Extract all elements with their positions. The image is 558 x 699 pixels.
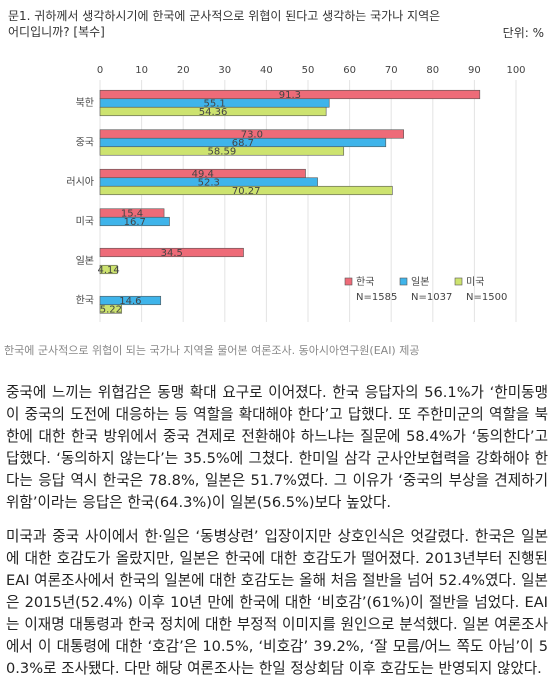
x-tick-label: 10 bbox=[135, 65, 148, 76]
x-tick-label: 0 bbox=[97, 65, 103, 76]
value-label: 68.7 bbox=[232, 138, 254, 149]
paragraph: 미국과 중국 사이에서 한·일은 ‘동병상련’ 입장이지만 상호인식은 엇갈렸다… bbox=[6, 528, 548, 677]
legend-swatch bbox=[344, 277, 353, 286]
x-tick-label: 40 bbox=[260, 65, 273, 76]
value-label: 52.3 bbox=[198, 178, 220, 189]
x-tick-label: 60 bbox=[343, 65, 356, 76]
unit-label: 단위: % bbox=[502, 26, 544, 40]
x-tick-label: 90 bbox=[468, 65, 481, 76]
legend-n: N=1585 bbox=[356, 292, 397, 303]
x-tick-label: 20 bbox=[177, 65, 190, 76]
value-label: 73.0 bbox=[241, 130, 263, 141]
x-tick-label: 80 bbox=[426, 65, 439, 76]
x-tick-label: 30 bbox=[218, 65, 231, 76]
y-tick-label: 러시아 bbox=[66, 176, 94, 188]
bar bbox=[99, 264, 118, 275]
bar bbox=[99, 295, 162, 306]
x-tick-label: 50 bbox=[302, 65, 315, 76]
value-label: 58.59 bbox=[208, 147, 237, 158]
bar bbox=[99, 247, 244, 258]
value-label: 5.22 bbox=[100, 305, 122, 316]
value-label: 54.36 bbox=[199, 107, 228, 118]
paragraph: 중국에 느끼는 위협감은 동맹 확대 요구로 이어졌다. 한국 응답자의 56.… bbox=[6, 384, 548, 511]
value-label: 4.14 bbox=[97, 265, 119, 276]
x-tick-label: 70 bbox=[385, 65, 398, 76]
value-label: 49.4 bbox=[192, 169, 214, 180]
legend-label: 미국 bbox=[466, 276, 484, 288]
bar bbox=[99, 216, 170, 227]
value-label: 14.6 bbox=[119, 296, 141, 307]
value-label: 34.5 bbox=[161, 248, 183, 259]
x-tick-label: 100 bbox=[506, 65, 525, 76]
value-label: 16.7 bbox=[124, 217, 146, 228]
chart: 0 10 20 30 40 50 60 70 80 90 100 북한 91.3 55.154.36 중국 7… bbox=[66, 65, 526, 322]
legend-label: 한국 bbox=[356, 276, 374, 288]
bar bbox=[99, 146, 345, 156]
value-label: 55.1 bbox=[203, 99, 225, 110]
legend-label: 일본 bbox=[411, 276, 429, 288]
chart-title: 문1. 귀하께서 생각하시기에 한국에 군사적으로 위협이 된다고 생각하는 국… bbox=[8, 9, 441, 39]
caption: 한국에 군사적으로 위협이 되는 국가나 지역을 물어본 여론조사. 동아시아연… bbox=[4, 344, 420, 357]
value-label: 91.3 bbox=[279, 90, 301, 101]
y-tick-label: 북한 bbox=[76, 97, 94, 109]
bar bbox=[99, 106, 327, 117]
y-tick-label: 일본 bbox=[76, 255, 94, 267]
value-label: 70.27 bbox=[232, 186, 261, 197]
legend-n: N=1500 bbox=[466, 292, 507, 303]
value-label: 15.4 bbox=[121, 209, 143, 220]
legend-swatch bbox=[454, 277, 463, 286]
legend-swatch bbox=[399, 277, 408, 286]
y-tick-label: 한국 bbox=[76, 295, 94, 307]
bar bbox=[99, 185, 393, 196]
bar bbox=[99, 304, 123, 314]
legend-n: N=1037 bbox=[411, 292, 452, 303]
y-tick-label: 미국 bbox=[76, 216, 94, 228]
y-tick-label: 중국 bbox=[76, 137, 94, 149]
